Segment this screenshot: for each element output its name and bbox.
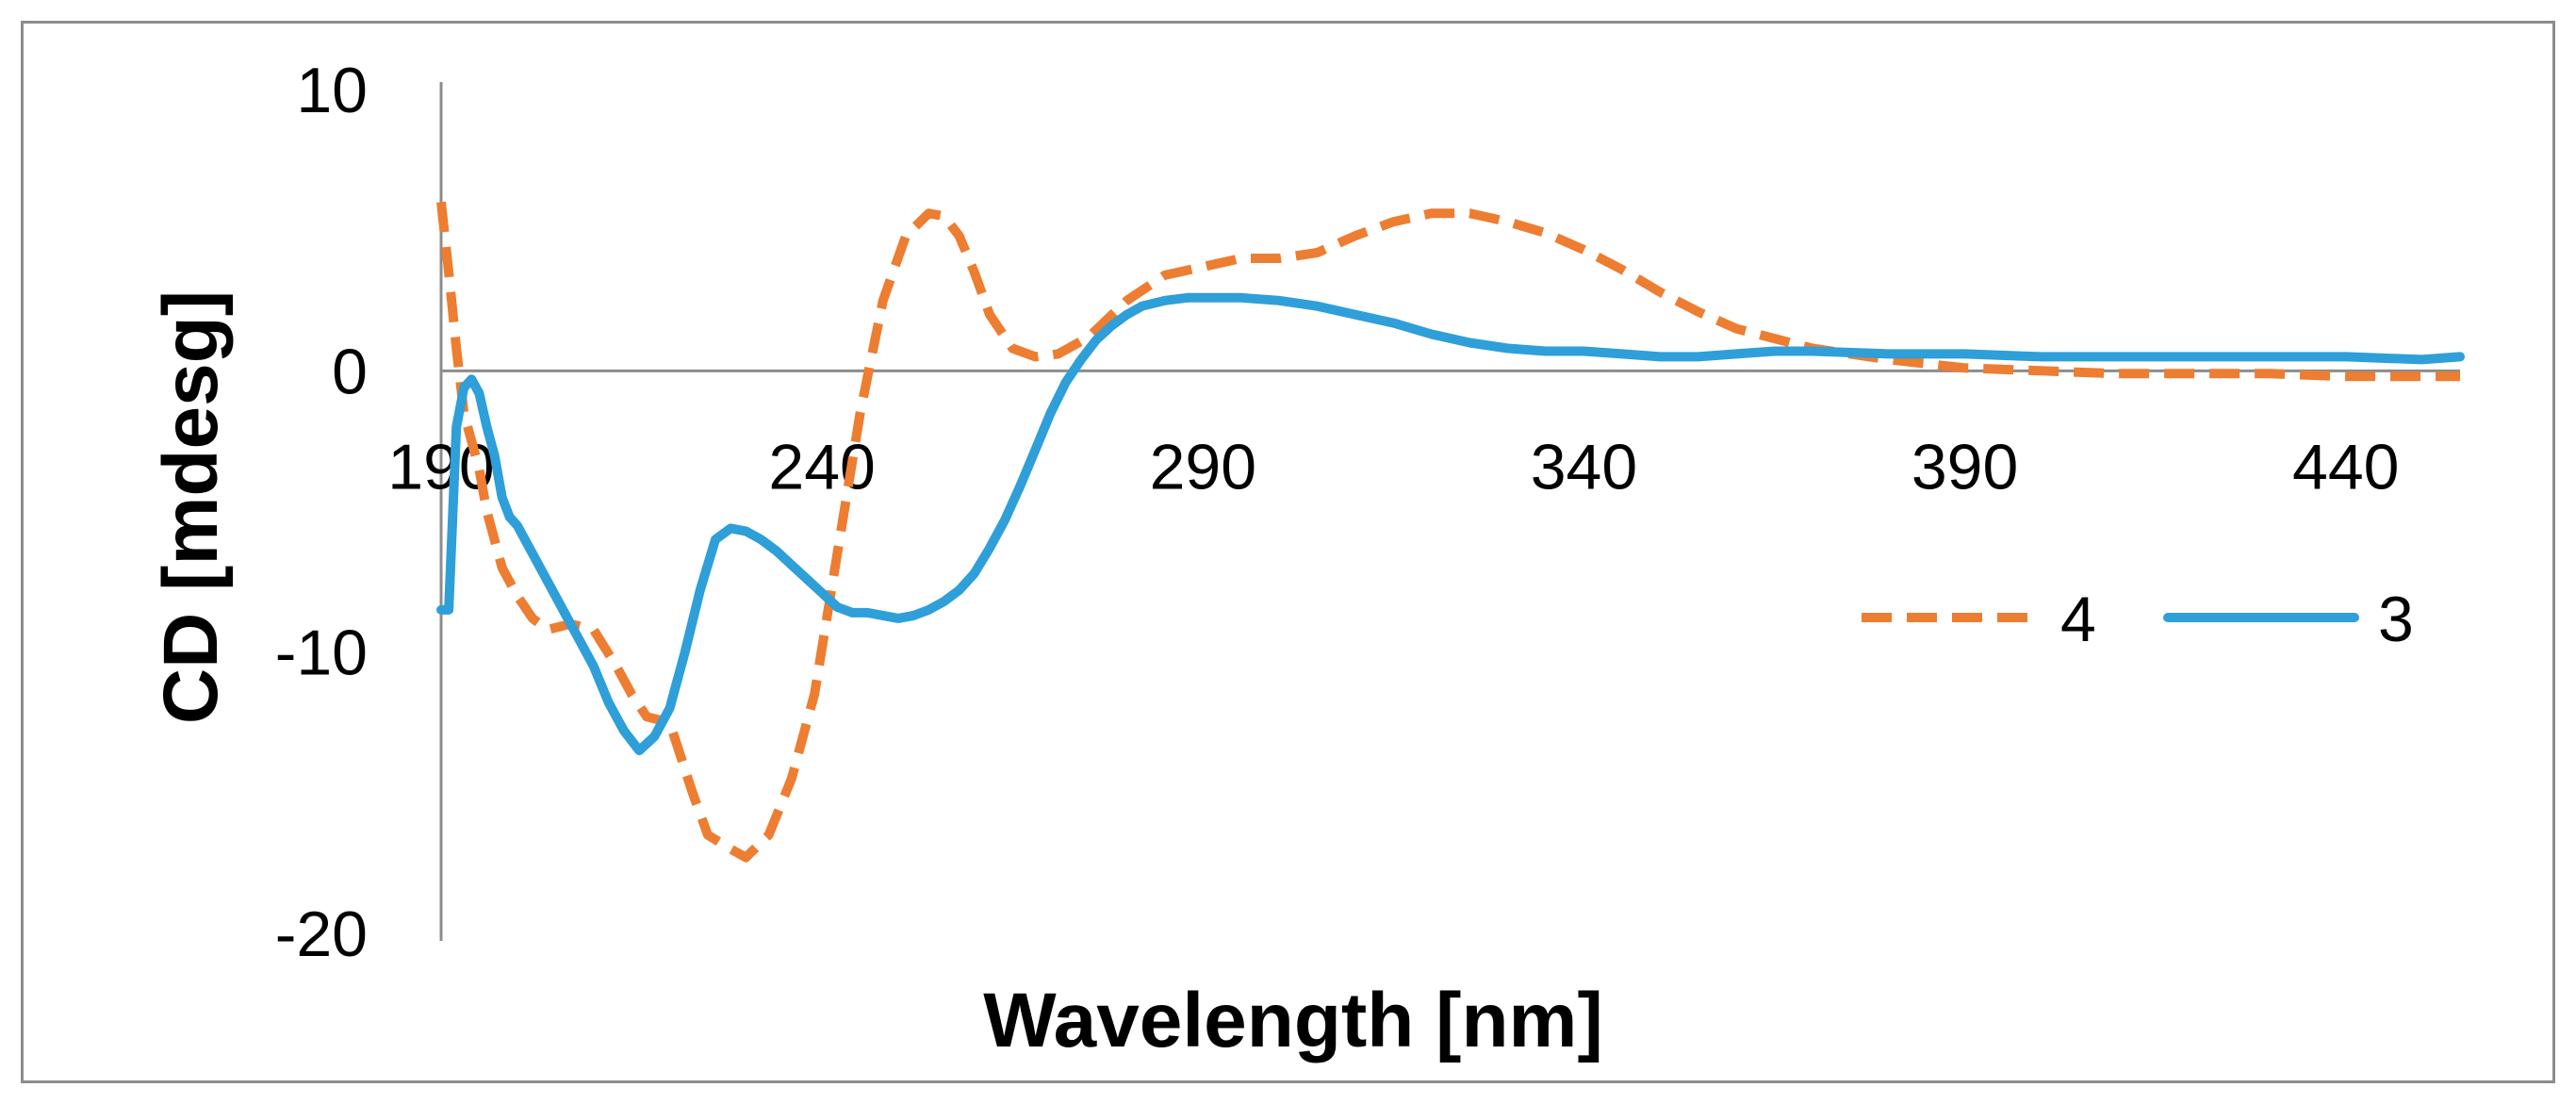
y-tick-label: 0 bbox=[332, 336, 368, 407]
y-axis-title: CD [mdesg] bbox=[148, 290, 234, 724]
legend-label-4: 4 bbox=[2060, 584, 2096, 655]
y-tick-label: -20 bbox=[275, 898, 368, 970]
x-tick-label: 440 bbox=[2292, 431, 2399, 503]
series-lines bbox=[436, 201, 2465, 863]
legend: 4 3 bbox=[1862, 584, 2414, 655]
x-tick-label: 340 bbox=[1531, 431, 1637, 503]
chart-frame bbox=[21, 21, 2555, 1083]
legend-label-3: 3 bbox=[2378, 584, 2414, 655]
x-tick-label: 290 bbox=[1150, 431, 1256, 503]
series-line-4 bbox=[436, 201, 2460, 863]
x-tick-labels: 190 240 290 340 390 440 bbox=[387, 431, 2399, 503]
y-tick-label: 10 bbox=[296, 55, 368, 126]
x-axis-title: Wavelength [nm] bbox=[983, 978, 1603, 1063]
x-tick-label: 390 bbox=[1911, 431, 2018, 503]
y-tick-labels: -20 -10 0 10 bbox=[275, 55, 368, 970]
x-tick-label: 240 bbox=[768, 431, 875, 503]
y-tick-label: -10 bbox=[275, 618, 368, 689]
series-line-3 bbox=[436, 292, 2465, 756]
